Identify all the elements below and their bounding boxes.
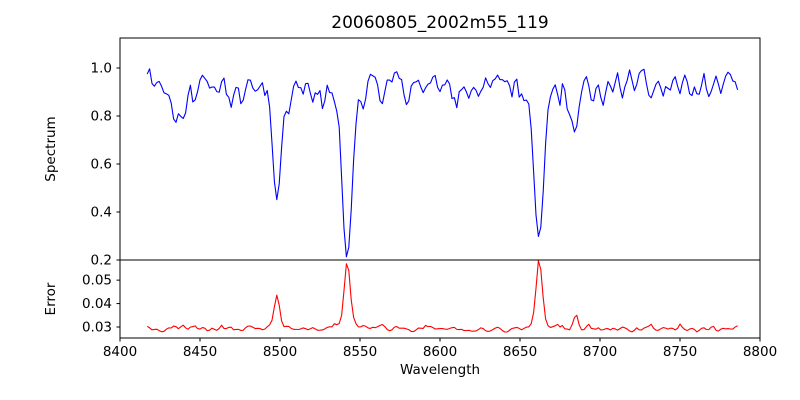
x-axis-label: Wavelength — [399, 362, 481, 378]
chart-title: 20060805_2002m55_119 — [331, 13, 549, 33]
x-tick-label: 8600 — [423, 344, 457, 360]
x-tick-label: 8650 — [503, 344, 537, 360]
error-line — [146, 260, 738, 333]
x-tick-label: 8450 — [183, 344, 217, 360]
error-y-tick-label: 0.03 — [82, 319, 112, 335]
spectrum-y-tick-label: 0.6 — [91, 157, 112, 173]
x-tick-label: 8400 — [103, 344, 137, 360]
spectrum-y-tick-label: 1.0 — [91, 61, 112, 77]
error-axes-border — [119, 259, 761, 339]
x-tick-label: 8500 — [263, 344, 297, 360]
spectrum-y-tick-label: 0.8 — [91, 109, 112, 125]
spectrum-line — [146, 68, 739, 258]
error-y-tick-label: 0.05 — [82, 273, 112, 289]
x-tick-label: 8800 — [743, 344, 777, 360]
x-tick-label: 8550 — [343, 344, 377, 360]
spectrum-axes-border — [119, 37, 761, 261]
error-y-tick-label: 0.04 — [82, 296, 112, 312]
spectrum-y-tick-label: 0.4 — [91, 205, 112, 221]
spectrum-y-tick-label: 0.2 — [91, 253, 112, 269]
x-tick-label: 8750 — [663, 344, 697, 360]
x-tick-label: 8700 — [583, 344, 617, 360]
